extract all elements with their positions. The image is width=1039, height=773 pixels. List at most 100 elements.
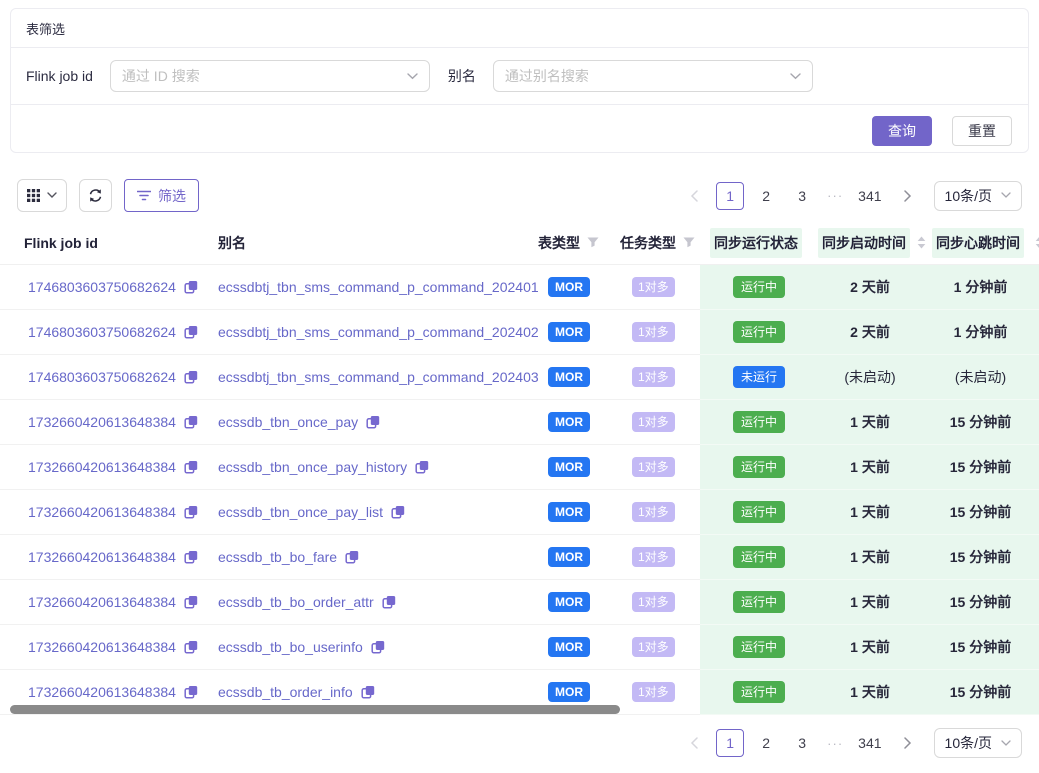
copy-icon[interactable]: [184, 550, 198, 564]
prev-page-button[interactable]: [680, 181, 709, 210]
prev-page-button[interactable]: [680, 729, 709, 757]
alias-link[interactable]: ecssdb_tb_bo_order_attr: [218, 594, 374, 610]
task-type-badge: 1对多: [632, 637, 675, 657]
funnel-filter-icon[interactable]: [683, 237, 695, 248]
sorter-icon[interactable]: [1035, 236, 1039, 249]
page-button-1[interactable]: 1: [716, 181, 745, 210]
copy-icon[interactable]: [184, 415, 198, 429]
sync-status-badge: 运行中: [732, 321, 785, 343]
sync-status-badge: 运行中: [732, 276, 785, 298]
page-button-3[interactable]: 3: [788, 729, 817, 757]
copy-icon[interactable]: [184, 505, 198, 519]
table-row: 1746803603750682624 ecssdbtj_tbn_sms_com…: [0, 310, 1039, 355]
sorter-icon[interactable]: [917, 236, 926, 249]
flink-job-id-select[interactable]: 通过 ID 搜索: [109, 60, 430, 92]
sync-status-badge: 运行中: [732, 681, 785, 703]
copy-icon[interactable]: [366, 415, 380, 429]
flink-job-id-link[interactable]: 1732660420613648384: [28, 594, 176, 610]
flink-job-id-link[interactable]: 1746803603750682624: [28, 369, 176, 385]
sync-start-time: 1 天前: [850, 414, 890, 430]
copy-icon[interactable]: [371, 640, 385, 654]
flink-job-id-link[interactable]: 1732660420613648384: [28, 684, 176, 700]
copy-icon[interactable]: [391, 505, 405, 519]
copy-icon[interactable]: [415, 460, 429, 474]
flink-job-id-link[interactable]: 1732660420613648384: [28, 549, 176, 565]
funnel-filter-icon[interactable]: [587, 237, 599, 248]
page-button-2[interactable]: 2: [752, 181, 781, 210]
page-button-last[interactable]: 341: [854, 181, 886, 210]
page-size-value: 10条/页: [944, 735, 992, 751]
next-page-button[interactable]: [893, 729, 922, 757]
page-ellipsis[interactable]: ···: [827, 188, 844, 203]
alias-select[interactable]: 通过别名搜索: [492, 60, 813, 92]
table-type-badge: MOR: [548, 547, 590, 567]
header-sync-start-time[interactable]: 同步启动时间: [818, 227, 926, 258]
page-button-1[interactable]: 1: [716, 729, 745, 757]
page-button-last[interactable]: 341: [854, 729, 886, 757]
refresh-button[interactable]: [79, 179, 112, 212]
table-row: 1732660420613648384 ecssdb_tb_order_info…: [0, 670, 1039, 715]
table-row: 1732660420613648384 ecssdb_tbn_once_pay_…: [0, 490, 1039, 535]
query-button[interactable]: 查询: [872, 116, 932, 146]
header-sync-heartbeat-time[interactable]: 同步心跳时间: [922, 227, 1039, 258]
copy-icon[interactable]: [345, 550, 359, 564]
page-ellipsis[interactable]: ···: [827, 735, 844, 751]
copy-icon[interactable]: [184, 640, 198, 654]
table-type-badge: MOR: [548, 682, 590, 702]
horizontal-scrollbar[interactable]: [10, 705, 620, 714]
sync-start-time: 1 天前: [850, 549, 890, 565]
sync-status-badge: 运行中: [732, 501, 785, 523]
page-button-2[interactable]: 2: [752, 729, 781, 757]
task-type-badge: 1对多: [632, 412, 675, 432]
reset-button[interactable]: 重置: [952, 116, 1012, 146]
alias-link[interactable]: ecssdb_tbn_once_pay_list: [218, 504, 384, 520]
pagination-bottom: 1 2 3 ··· 341 10条/页: [680, 728, 1022, 758]
toolbar-left: 筛选: [17, 179, 199, 212]
flink-job-id-link[interactable]: 1732660420613648384: [28, 504, 176, 520]
copy-icon[interactable]: [382, 595, 396, 609]
flink-job-id-link[interactable]: 1746803603750682624: [28, 324, 176, 340]
sync-status-badge: 运行中: [732, 456, 785, 478]
copy-icon[interactable]: [184, 325, 198, 339]
flink-job-id-link[interactable]: 1732660420613648384: [28, 639, 176, 655]
alias-link[interactable]: ecssdb_tb_bo_fare: [218, 549, 338, 565]
copy-icon[interactable]: [184, 460, 198, 474]
copy-icon[interactable]: [361, 685, 375, 699]
column-settings-button[interactable]: [17, 179, 67, 212]
copy-icon[interactable]: [184, 280, 198, 294]
jobs-table: Flink job id 别名 表类型 任务类型 同步运行状态 同步启动时间: [0, 221, 1039, 715]
sync-start-time: 1 天前: [850, 639, 890, 655]
page-button-3[interactable]: 3: [788, 181, 817, 210]
alias-label: 别名: [447, 68, 476, 84]
alias-link[interactable]: ecssdbtj_tbn_sms_command_p_command_20240…: [218, 279, 538, 295]
sync-heartbeat-time: 15 分钟前: [949, 504, 1012, 520]
filter-button[interactable]: 筛选: [124, 179, 199, 212]
bottom-bar: 1 2 3 ··· 341 10条/页: [17, 728, 1022, 758]
task-type-badge: 1对多: [632, 547, 675, 567]
flink-job-id-link[interactable]: 1732660420613648384: [28, 414, 176, 430]
alias-link[interactable]: ecssdb_tb_bo_userinfo: [218, 639, 363, 655]
alias-link[interactable]: ecssdbtj_tbn_sms_command_p_command_20240…: [218, 324, 538, 340]
sync-start-time: 2 天前: [850, 279, 890, 295]
page-size-select[interactable]: 10条/页: [933, 728, 1022, 758]
chevron-down-icon: [47, 192, 57, 199]
sync-heartbeat-time: 15 分钟前: [949, 459, 1012, 475]
copy-icon[interactable]: [184, 685, 198, 699]
flink-job-id-link[interactable]: 1746803603750682624: [28, 279, 176, 295]
page-size-select[interactable]: 10条/页: [933, 180, 1022, 211]
table-filter-card: 表筛选 Flink job id 通过 ID 搜索 别名 通过别名搜索 查询 重…: [10, 8, 1029, 153]
alias-link[interactable]: ecssdb_tbn_once_pay: [218, 414, 359, 430]
task-type-badge: 1对多: [632, 367, 675, 387]
next-page-button[interactable]: [893, 181, 922, 210]
copy-icon[interactable]: [184, 595, 198, 609]
flink-job-id-link[interactable]: 1732660420613648384: [28, 459, 176, 475]
alias-link[interactable]: ecssdbtj_tbn_sms_command_p_command_20240…: [218, 369, 538, 385]
sync-status-badge: 运行中: [732, 636, 785, 658]
sync-heartbeat-time: 15 分钟前: [949, 549, 1012, 565]
alias-link[interactable]: ecssdb_tb_order_info: [218, 684, 353, 700]
copy-icon[interactable]: [184, 370, 198, 384]
alias-link[interactable]: ecssdb_tbn_once_pay_history: [218, 459, 408, 475]
table-row: 1732660420613648384 ecssdb_tbn_once_pay_…: [0, 445, 1039, 490]
task-type-badge: 1对多: [632, 457, 675, 477]
table-row: 1746803603750682624 ecssdbtj_tbn_sms_com…: [0, 265, 1039, 310]
